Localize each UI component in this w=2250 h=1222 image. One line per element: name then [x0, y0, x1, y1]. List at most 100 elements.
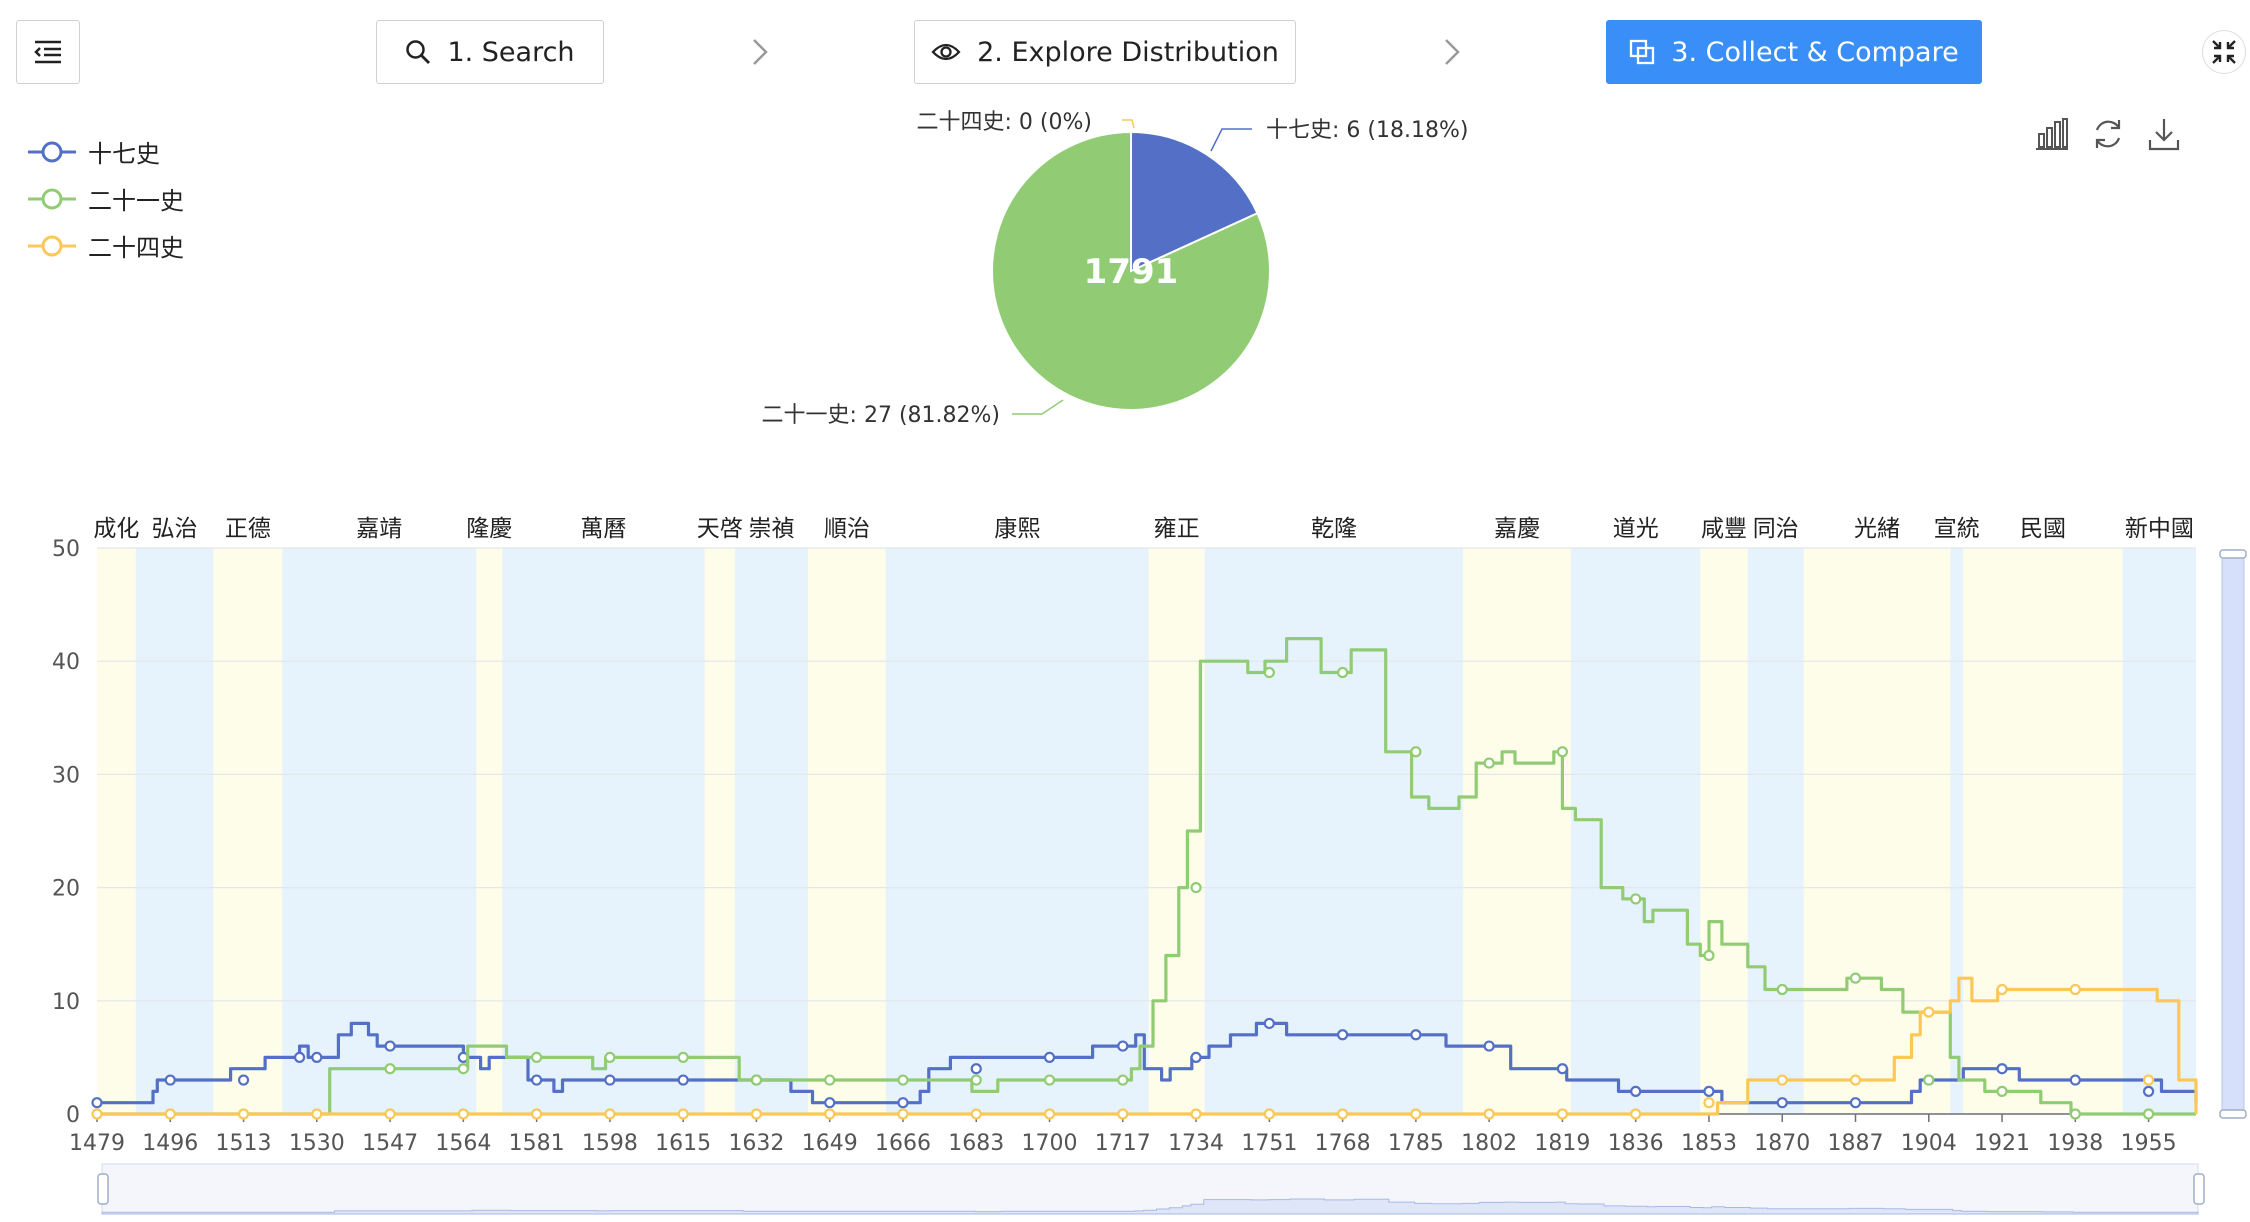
menu-toggle-button[interactable] [16, 20, 80, 84]
data-point[interactable] [1996, 1063, 2008, 1075]
data-point[interactable] [1776, 1074, 1788, 1086]
data-point[interactable] [1190, 1051, 1202, 1064]
data-point[interactable] [531, 1074, 543, 1086]
data-point[interactable] [1190, 1108, 1202, 1120]
data-point[interactable] [2069, 983, 2081, 996]
data-point[interactable] [384, 1063, 396, 1075]
data-point[interactable] [2142, 1074, 2155, 1086]
legend-item-series-2[interactable]: 二十一史 [28, 175, 184, 222]
download-icon[interactable] [2146, 116, 2182, 152]
data-point[interactable] [384, 1108, 396, 1120]
data-point[interactable] [531, 1108, 543, 1120]
data-point[interactable] [1483, 757, 1495, 769]
pie-slice[interactable] [1130, 130, 1259, 273]
data-point[interactable] [1483, 1108, 1495, 1120]
data-point[interactable] [677, 1108, 689, 1120]
data-point[interactable] [970, 1108, 982, 1120]
data-point[interactable] [1263, 666, 1275, 679]
step-explore-button[interactable]: 2. Explore Distribution [914, 20, 1296, 84]
data-point[interactable] [1263, 1108, 1275, 1120]
data-point[interactable] [970, 1063, 982, 1075]
data-point[interactable] [897, 1108, 909, 1120]
data-point[interactable] [1703, 949, 1715, 962]
zoom-slider-track[interactable] [101, 1163, 2199, 1215]
data-point[interactable] [1117, 1074, 1129, 1086]
data-point[interactable] [237, 1108, 250, 1120]
data-point[interactable] [237, 1074, 250, 1086]
data-point[interactable] [1996, 1085, 2008, 1097]
data-point[interactable] [1630, 1085, 1642, 1097]
data-point[interactable] [897, 1074, 909, 1086]
fullscreen-exit-button[interactable] [2202, 30, 2246, 74]
data-point[interactable] [2142, 1108, 2155, 1120]
data-point[interactable] [311, 1051, 323, 1064]
legend-item-series-3[interactable]: 二十四史 [28, 222, 184, 269]
data-point[interactable] [1043, 1108, 1056, 1120]
data-point[interactable] [1337, 666, 1349, 679]
data-point[interactable] [1923, 1006, 1935, 1018]
data-point[interactable] [384, 1040, 396, 1052]
data-point[interactable] [824, 1097, 836, 1109]
data-point[interactable] [1849, 1074, 1862, 1086]
zoom-handle-left[interactable] [97, 1173, 109, 1205]
data-point[interactable] [604, 1051, 616, 1064]
data-point[interactable] [1630, 1108, 1642, 1120]
series-line[interactable] [97, 1021, 2198, 1105]
data-point[interactable] [1556, 1108, 1569, 1120]
legend-item-series-1[interactable]: 十七史 [28, 128, 184, 175]
data-point[interactable] [1556, 746, 1569, 758]
y-zoom-handle-bottom[interactable] [2219, 1109, 2247, 1119]
data-point[interactable] [2142, 1085, 2155, 1097]
data-point[interactable] [1703, 1097, 1715, 1109]
data-zoom[interactable] [97, 549, 2247, 1215]
data-point[interactable] [164, 1108, 176, 1120]
zoom-handle-right[interactable] [2193, 1173, 2205, 1205]
data-point[interactable] [750, 1108, 763, 1120]
data-point[interactable] [677, 1074, 689, 1086]
data-point[interactable] [1776, 983, 1788, 996]
data-point[interactable] [2069, 1074, 2081, 1086]
data-point[interactable] [1043, 1074, 1056, 1086]
data-point[interactable] [1849, 972, 1862, 984]
y-zoom-handle-top[interactable] [2219, 549, 2247, 559]
data-point[interactable] [1190, 881, 1202, 894]
step-collect-button[interactable]: 3. Collect & Compare [1606, 20, 1982, 84]
data-point[interactable] [457, 1108, 469, 1120]
data-point[interactable] [1263, 1017, 1275, 1030]
data-point[interactable] [604, 1108, 616, 1120]
data-point[interactable] [91, 1108, 103, 1120]
data-point[interactable] [1337, 1029, 1349, 1041]
data-point[interactable] [1703, 1085, 1715, 1097]
data-point[interactable] [1117, 1108, 1129, 1120]
data-point[interactable] [1410, 1108, 1422, 1120]
data-point[interactable] [1117, 1040, 1129, 1052]
pie-slice[interactable] [991, 130, 1271, 411]
data-point[interactable] [750, 1074, 763, 1086]
data-point[interactable] [824, 1074, 836, 1086]
data-point[interactable] [677, 1051, 689, 1064]
step-search-button[interactable]: 1. Search [376, 20, 604, 84]
data-point[interactable] [457, 1063, 469, 1075]
data-point[interactable] [1996, 983, 2008, 996]
series-line[interactable] [97, 976, 2198, 1116]
data-point[interactable] [970, 1074, 982, 1086]
data-point[interactable] [897, 1097, 909, 1109]
data-point[interactable] [1483, 1040, 1495, 1052]
refresh-icon[interactable] [2090, 116, 2126, 152]
data-point[interactable] [1776, 1097, 1788, 1109]
data-point[interactable] [604, 1074, 616, 1086]
data-point[interactable] [164, 1074, 176, 1086]
data-point[interactable] [1043, 1051, 1056, 1064]
data-point[interactable] [311, 1108, 323, 1120]
data-point[interactable] [1337, 1108, 1349, 1120]
data-point[interactable] [1556, 1063, 1569, 1075]
data-point[interactable] [824, 1108, 836, 1120]
bar-chart-icon[interactable] [2034, 116, 2070, 152]
y-zoom-slider[interactable] [2221, 555, 2245, 1115]
data-point[interactable] [1849, 1097, 1862, 1109]
data-point[interactable] [293, 1051, 306, 1064]
data-point[interactable] [91, 1097, 103, 1109]
data-point[interactable] [1410, 746, 1422, 758]
data-point[interactable] [531, 1051, 543, 1064]
series-line[interactable] [97, 637, 2196, 1116]
